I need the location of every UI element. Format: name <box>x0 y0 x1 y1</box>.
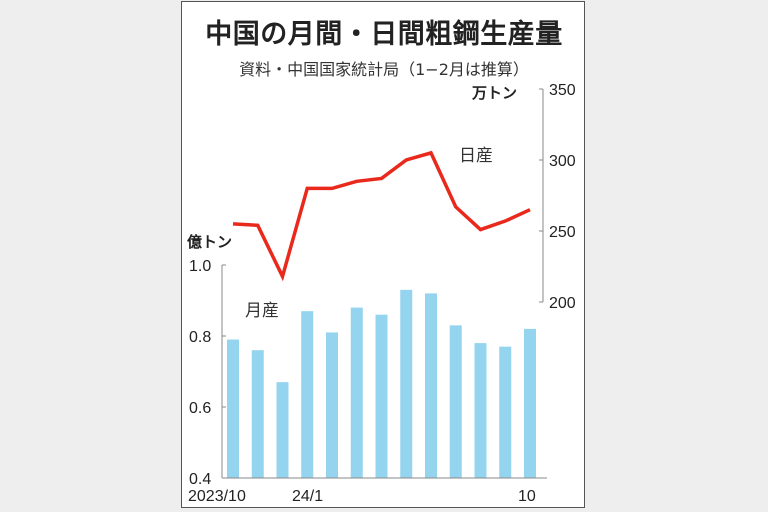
bar-monthly <box>425 293 437 478</box>
chart-subtitle: 資料・中国国家統計局（1−2月は推算） <box>239 60 529 79</box>
line-daily <box>232 150 531 282</box>
bar-monthly <box>227 339 239 478</box>
bar-monthly <box>499 346 512 478</box>
right-tick-label: 200 <box>549 295 576 312</box>
chart-frame: 中国の月間・日間粗鋼生産量 資料・中国国家統計局（1−2月は推算） 万トン 億ト… <box>181 1 585 508</box>
x-label-jan: 24/1 <box>292 488 323 505</box>
bar-monthly <box>474 343 487 478</box>
left-tick-label: 0.4 <box>189 471 211 488</box>
monthly-series-label: 月産 <box>245 301 279 321</box>
bar-monthly <box>251 350 264 478</box>
bar-monthly <box>400 289 413 478</box>
left-tick-label: 1.0 <box>189 258 211 275</box>
bar-monthly <box>326 332 338 478</box>
right-tick-label: 250 <box>549 224 576 241</box>
bar-monthly <box>301 311 314 478</box>
left-axis-unit: 億トン <box>187 233 233 251</box>
bar-monthly <box>524 328 536 478</box>
bar-monthly <box>375 314 388 478</box>
daily-series-label: 日産 <box>459 146 493 166</box>
left-tick-label: 0.8 <box>189 329 211 346</box>
x-label-start: 2023/10 <box>188 488 246 505</box>
bar-monthly <box>276 382 289 478</box>
bar-monthly <box>350 307 363 478</box>
right-tick-label: 350 <box>549 82 576 99</box>
right-axis-unit: 万トン <box>472 84 518 102</box>
left-tick-label: 0.6 <box>189 400 211 417</box>
x-label-end: 10 <box>518 488 536 505</box>
bar-monthly <box>449 325 462 478</box>
right-tick-label: 300 <box>549 153 576 170</box>
chart-title: 中国の月間・日間粗鋼生産量 <box>205 19 563 50</box>
